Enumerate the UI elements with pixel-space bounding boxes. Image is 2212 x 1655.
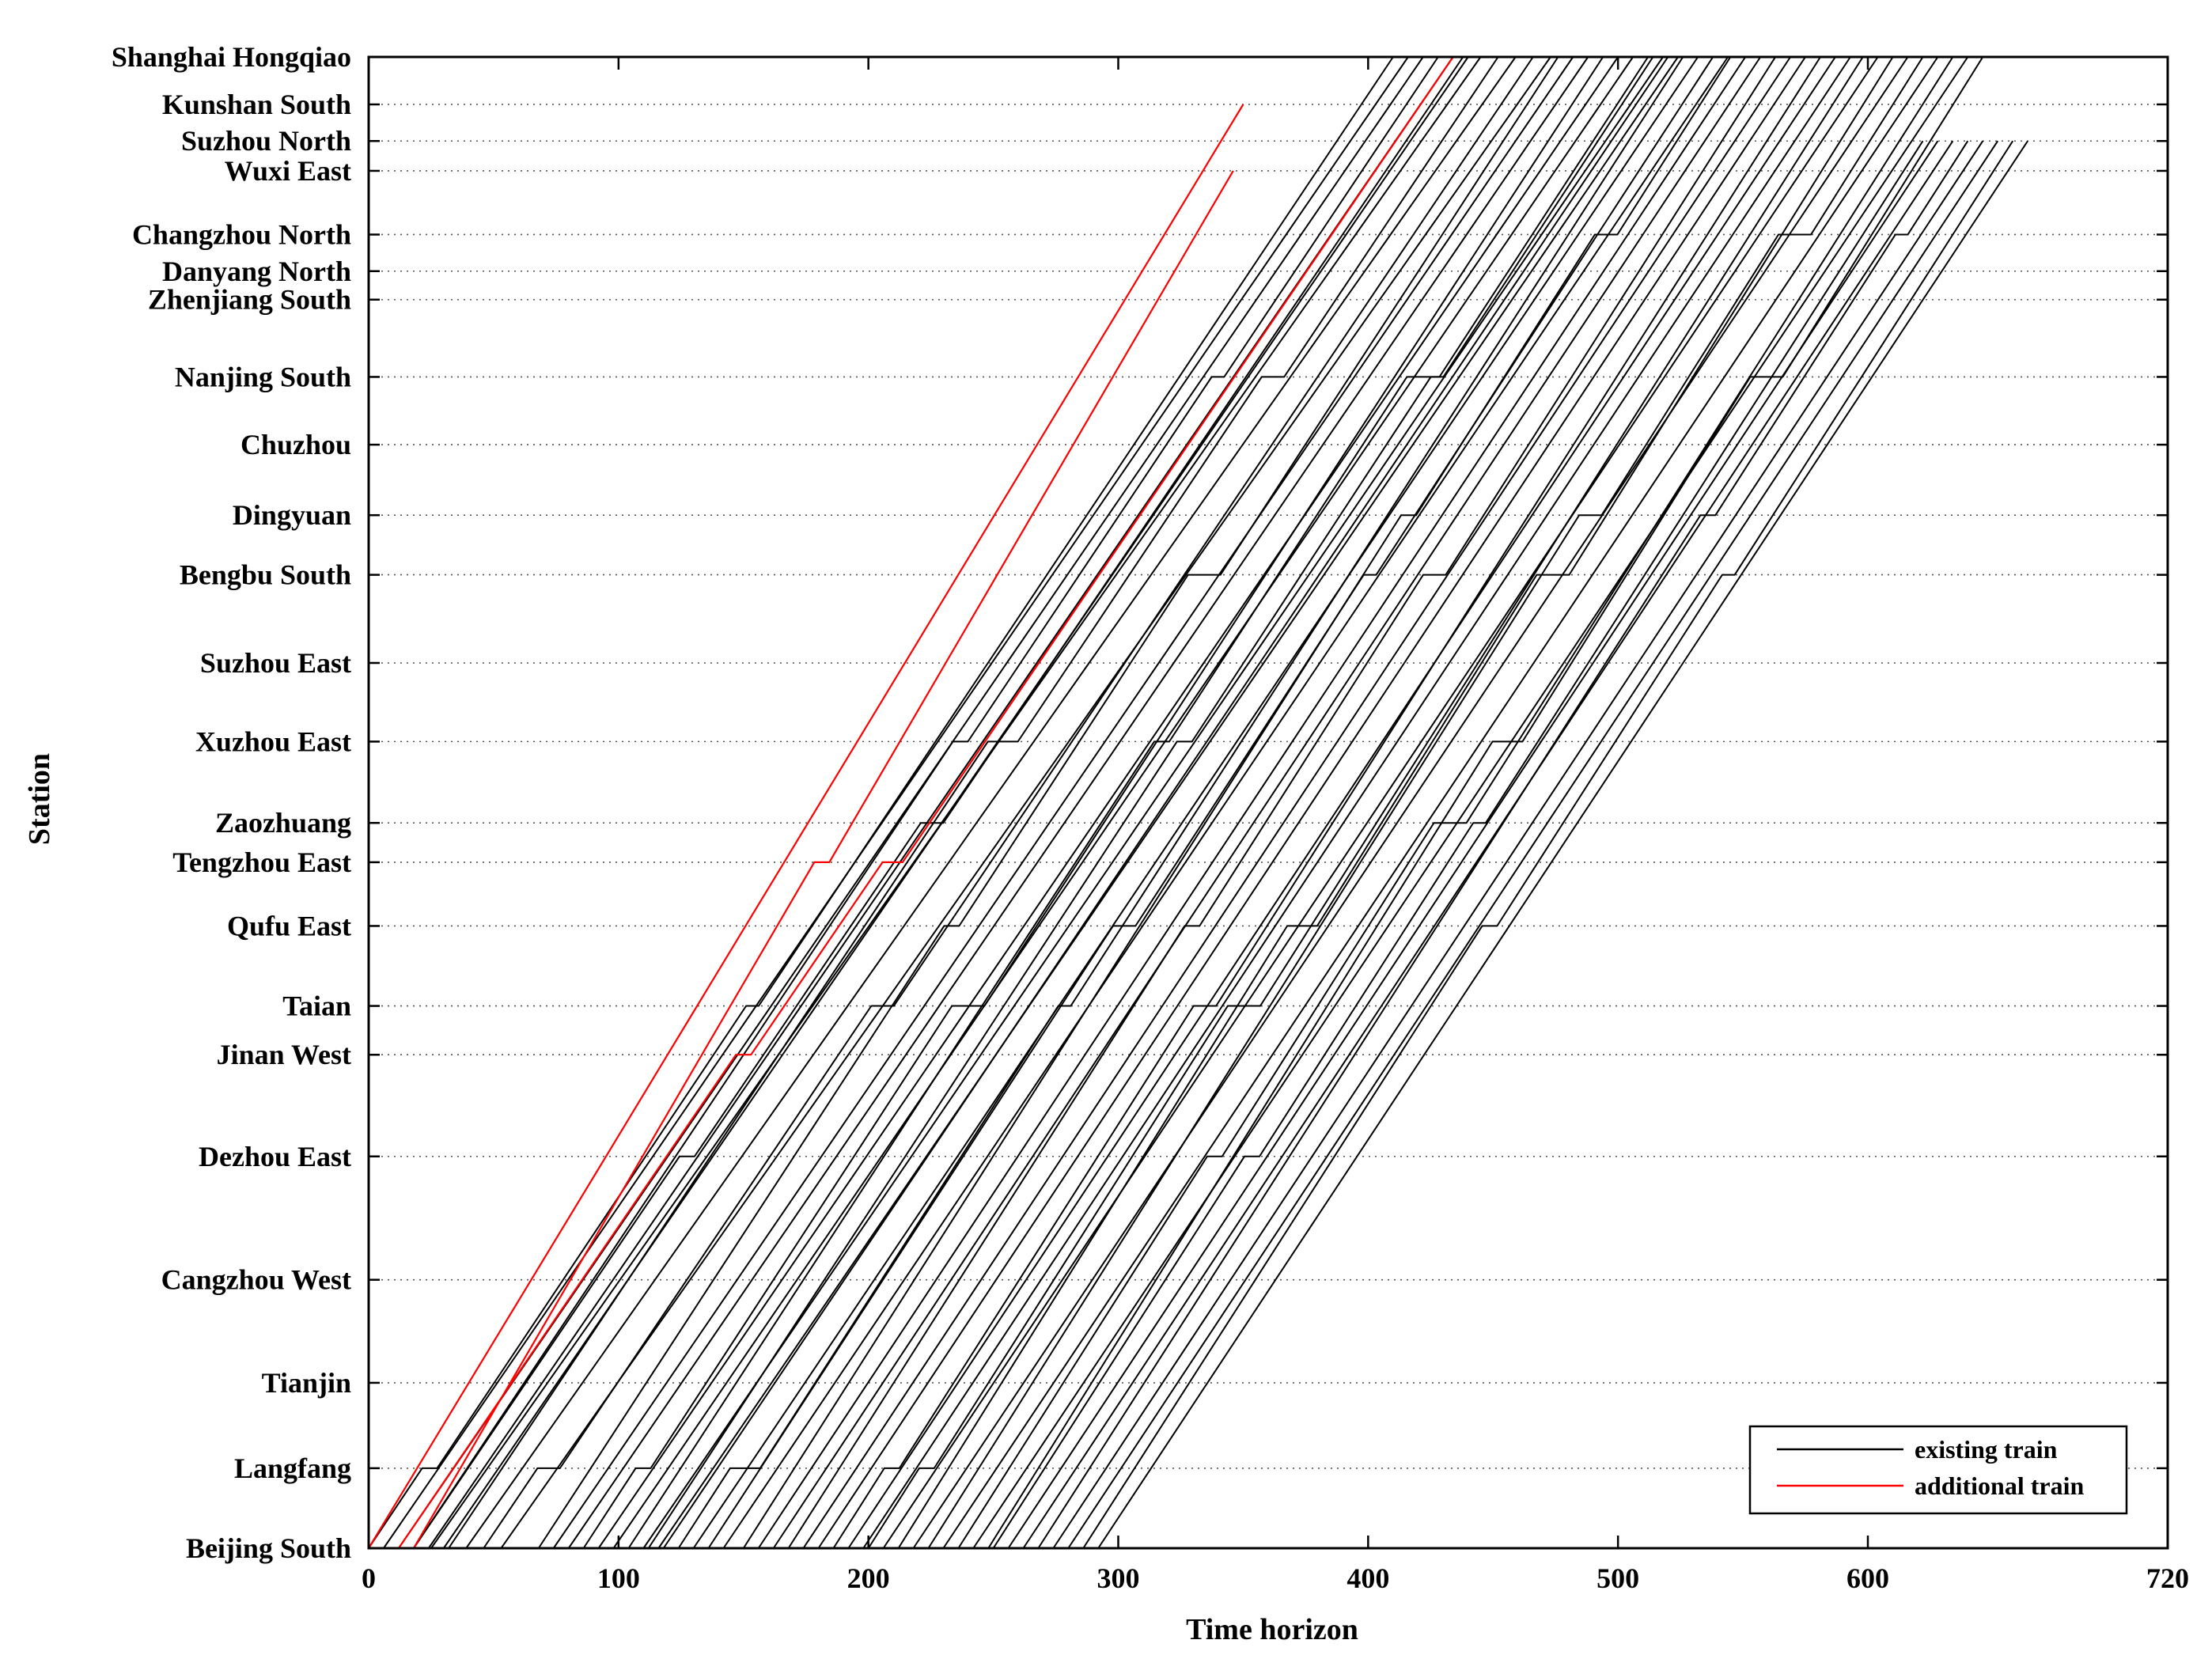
- existing-train-line: [787, 56, 1776, 1549]
- existing-train-line: [1052, 140, 1984, 1549]
- existing-train-line: [398, 56, 1424, 1549]
- existing-train-line: [757, 56, 1747, 1549]
- station-label: Jinan West: [217, 1039, 351, 1070]
- existing-train-line: [612, 56, 1634, 1549]
- additional-train-line: [412, 170, 1234, 1549]
- trains-layer: [368, 56, 2028, 1549]
- existing-train-line: [927, 56, 1924, 1549]
- x-tick-label: 600: [1846, 1562, 1889, 1594]
- x-tick-label: 200: [847, 1562, 890, 1594]
- legend-box: [1748, 1425, 2128, 1515]
- existing-train-line: [817, 56, 1806, 1549]
- existing-train-line: [1007, 140, 1939, 1549]
- existing-train-line: [1037, 140, 1969, 1549]
- station-label: Suzhou East: [200, 647, 351, 679]
- station-label: Kunshan South: [162, 89, 351, 120]
- existing-train-line: [368, 56, 1394, 1549]
- existing-train-line: [1097, 140, 2028, 1549]
- existing-train-line: [597, 56, 1619, 1549]
- existing-train-line: [500, 56, 1551, 1549]
- existing-train-line: [992, 140, 1924, 1549]
- legend: existing train additional train: [1748, 1425, 2128, 1515]
- labels-layer: Beijing South Langfang Tianjin Cangzhou Wes…: [112, 41, 2189, 1594]
- station-label: Shanghai Hongqiao: [112, 41, 351, 73]
- legend-label-existing: existing train: [1915, 1435, 2058, 1464]
- existing-train-line: [772, 56, 1762, 1549]
- existing-train-line: [912, 56, 1909, 1549]
- x-tick-label: 300: [1097, 1562, 1140, 1594]
- station-label: Suzhou North: [181, 125, 351, 157]
- existing-train-line: [657, 56, 1679, 1549]
- existing-train-line: [1082, 140, 2014, 1549]
- existing-train-line: [847, 56, 1836, 1549]
- existing-train-line: [742, 56, 1732, 1549]
- station-label: Cangzhou West: [161, 1264, 351, 1296]
- existing-train-line: [465, 56, 1517, 1549]
- station-label: Chuzhou: [241, 429, 351, 460]
- x-tick-label: 400: [1347, 1562, 1389, 1594]
- legend-label-additional: additional train: [1915, 1471, 2084, 1500]
- existing-train-line: [942, 56, 1939, 1549]
- existing-train-line: [832, 56, 1821, 1549]
- ticks-layer: [367, 55, 2169, 1550]
- x-tick-label: 500: [1597, 1562, 1639, 1594]
- existing-train-line: [692, 56, 1699, 1549]
- station-label: Danyang North: [162, 256, 351, 287]
- existing-train-line: [627, 56, 1649, 1549]
- station-label: Changzhou North: [132, 218, 351, 250]
- station-label: Xuzhou East: [195, 725, 351, 757]
- station-label: Langfang: [234, 1452, 351, 1484]
- existing-train-line: [662, 56, 1669, 1549]
- existing-train-line: [567, 56, 1589, 1549]
- station-label: Dezhou East: [199, 1141, 351, 1172]
- existing-train-line: [552, 56, 1574, 1549]
- x-tick-label: 720: [2146, 1562, 2189, 1594]
- x-tick-label: 0: [362, 1562, 376, 1594]
- existing-train-line: [448, 56, 1499, 1549]
- plot-frame: [367, 55, 2169, 1550]
- station-label: Bengbu South: [180, 559, 351, 591]
- station-label: Beijing South: [186, 1532, 351, 1564]
- existing-train-line: [413, 56, 1439, 1549]
- existing-train-line: [1067, 140, 1999, 1549]
- existing-train-line: [722, 56, 1729, 1549]
- existing-train-line: [537, 56, 1559, 1549]
- station-label: Tengzhou East: [172, 846, 351, 878]
- station-label: Qufu East: [227, 910, 351, 941]
- existing-train-line: [677, 56, 1684, 1549]
- station-label: Dingyuan: [233, 499, 351, 531]
- y-axis-title: Station: [23, 753, 56, 845]
- existing-train-line: [867, 56, 1864, 1549]
- additional-train-line: [368, 104, 1244, 1549]
- existing-train-line: [647, 56, 1654, 1549]
- existing-train-line: [483, 56, 1534, 1549]
- existing-train-line: [802, 56, 1791, 1549]
- station-label: Zaozhuang: [215, 807, 351, 839]
- station-label: Taian: [282, 990, 351, 1022]
- x-tick-label: 100: [597, 1562, 640, 1594]
- additional-train-line: [397, 56, 1454, 1549]
- existing-train-line: [430, 56, 1482, 1549]
- existing-train-line: [642, 56, 1664, 1549]
- x-axis-title: Time horizon: [1186, 1613, 1358, 1646]
- station-label: Zhenjiang South: [148, 284, 351, 316]
- station-label: Wuxi East: [225, 155, 351, 187]
- existing-train-line: [987, 56, 1984, 1549]
- station-label: Nanjing South: [175, 361, 351, 392]
- existing-train-line: [862, 56, 1851, 1549]
- existing-train-line: [383, 56, 1409, 1549]
- station-label: Tianjin: [262, 1367, 351, 1399]
